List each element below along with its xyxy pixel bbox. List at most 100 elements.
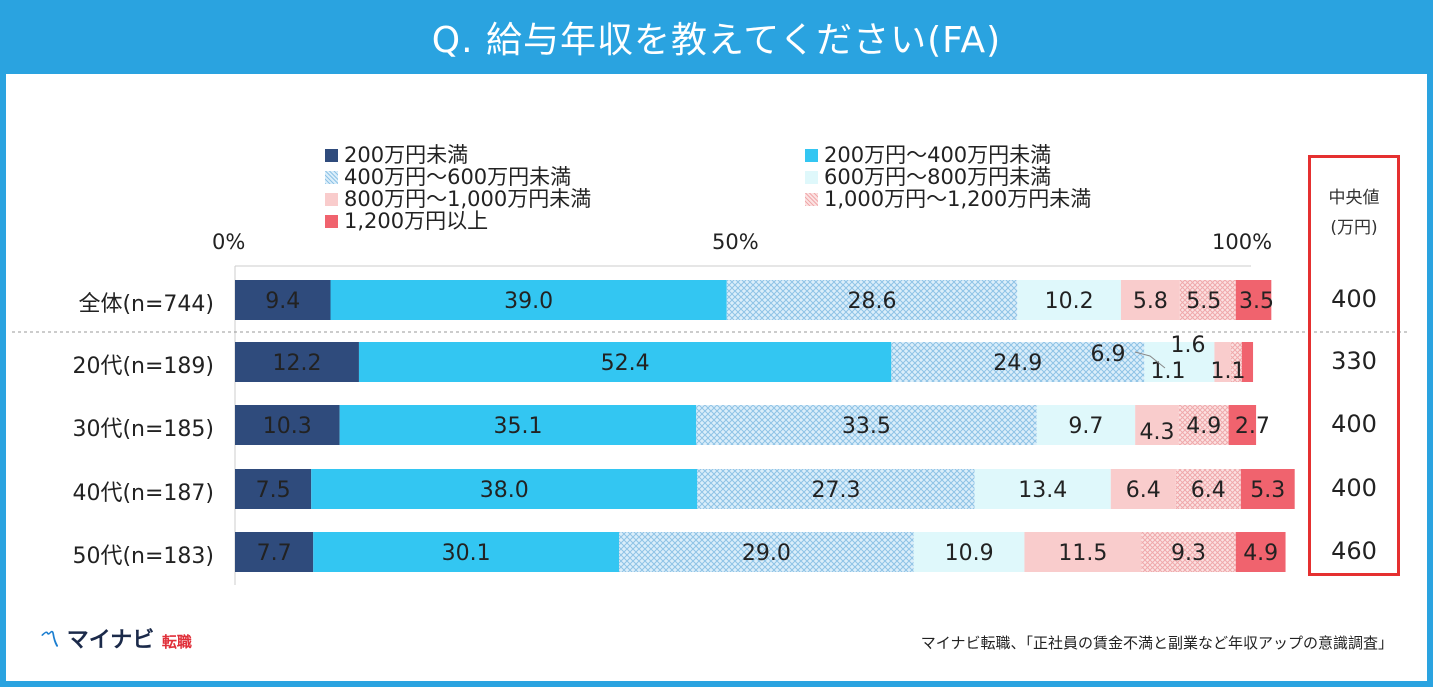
brand-sub: 転職 (161, 633, 192, 651)
data-label: 4.9 (1186, 414, 1221, 439)
data-label: 5.3 (1250, 478, 1285, 503)
bar-segment (1240, 469, 1295, 509)
bar-segment (1179, 280, 1236, 320)
x-tick-100: 100% (1212, 230, 1273, 254)
legend: 200万円未満 200万円～400万円未満 400万円～600万円未満 600万円～8… (325, 144, 1225, 254)
bar-segment (235, 405, 340, 445)
legend-label: 600万円～800万円未満 (824, 165, 1052, 189)
bar-segment (1144, 342, 1215, 382)
legend-label: 800万円～1,000万円未満 (344, 187, 592, 211)
bar-segment (913, 532, 1025, 572)
data-label: 7.5 (256, 478, 291, 503)
source-note: マイナビ転職、「正社員の賃金不満と副業など年収アップの意識調査」 (920, 634, 1393, 652)
data-label: 35.1 (494, 414, 543, 439)
bar-segment (1235, 280, 1272, 320)
data-label: 13.4 (1018, 478, 1067, 503)
median-value: 400 (1331, 474, 1377, 502)
data-label: 52.4 (601, 351, 650, 376)
bar-segment (619, 532, 914, 572)
brand-mark-icon: 〽 (37, 628, 60, 653)
median-value: 460 (1331, 537, 1377, 565)
legend-label: 1,000万円～1,200万円未満 (824, 187, 1092, 211)
data-label: 7.7 (257, 541, 292, 566)
bar-segment (1241, 342, 1254, 382)
data-label: 39.0 (504, 289, 553, 314)
row-label: 50代(n=183) (72, 544, 214, 569)
data-label: 5.5 (1186, 289, 1221, 314)
data-label: 3.5 (1239, 289, 1274, 314)
median-box (1308, 155, 1400, 576)
data-label: 11.5 (1058, 541, 1107, 566)
bar-segment (1214, 342, 1231, 382)
data-label: 27.3 (812, 478, 861, 503)
bar-segment (726, 280, 1018, 320)
bar-segment (974, 469, 1111, 509)
leader-line (1134, 351, 1166, 369)
legend-item: 1,000万円～1,200万円未満 (805, 188, 1091, 210)
data-label: 1.1 (1151, 359, 1186, 384)
bar-segment (1230, 342, 1242, 382)
data-label: 30.1 (442, 541, 491, 566)
bar-segment (313, 532, 620, 572)
legend-label: 200万円～400万円未満 (824, 143, 1052, 167)
data-label: 6.4 (1191, 478, 1226, 503)
median-unit: (万円) (1330, 218, 1378, 238)
data-label: 33.5 (842, 414, 891, 439)
chart-title: Q. 給与年収を教えてください(FA) (0, 0, 1433, 74)
bar-segment (339, 405, 697, 445)
legend-item: 600万円～800万円未満 (805, 166, 1051, 188)
legend-label: 200万円未満 (344, 143, 469, 167)
bar-segment (1120, 280, 1180, 320)
data-label: 12.2 (273, 351, 322, 376)
bar-segment (311, 469, 698, 509)
bar-segment (235, 342, 359, 382)
data-label: 9.4 (265, 289, 300, 314)
data-label: 6.4 (1126, 478, 1161, 503)
data-label: 29.0 (742, 541, 791, 566)
bar-segment (1228, 405, 1257, 445)
data-label: 1.1 (1211, 359, 1246, 384)
data-label: 4.3 (1140, 420, 1175, 445)
data-label: 38.0 (480, 478, 529, 503)
data-label: 24.9 (993, 351, 1042, 376)
legend-swatch (325, 193, 338, 206)
x-tick-0: 0% (212, 230, 246, 254)
legend-item: 200万円未満 (325, 144, 468, 166)
legend-swatch (805, 193, 818, 206)
brand-logo: 〽 マイナビ 転職 (37, 622, 192, 654)
row-label: 20代(n=189) (72, 354, 214, 379)
legend-item: 400万円～600万円未満 (325, 166, 571, 188)
legend-swatch (805, 171, 818, 184)
row-label: 全体(n=744) (78, 292, 214, 317)
data-label: 6.9 (1091, 342, 1126, 367)
bar-segment (235, 280, 331, 320)
median-value: 330 (1331, 347, 1377, 375)
data-label: 10.3 (263, 414, 312, 439)
bar-segment (1110, 469, 1176, 509)
bar-segment (235, 469, 312, 509)
legend-swatch (325, 215, 338, 228)
legend-swatch (325, 149, 338, 162)
legend-swatch (805, 149, 818, 162)
bar-segment (696, 405, 1037, 445)
legend-item: 800万円～1,000万円未満 (325, 188, 591, 210)
row-label: 30代(n=185) (72, 417, 214, 442)
brand-name: マイナビ (66, 628, 155, 653)
legend-label: 400万円～600万円未満 (344, 165, 572, 189)
data-label: 9.3 (1171, 541, 1206, 566)
bar-segment (1024, 532, 1142, 572)
median-value: 400 (1331, 285, 1377, 313)
median-value: 400 (1331, 410, 1377, 438)
bar-segment (235, 532, 314, 572)
data-label: 9.7 (1068, 414, 1103, 439)
data-label: 10.2 (1045, 289, 1094, 314)
data-label: 2.7 (1235, 414, 1270, 439)
legend-item: 1,200万円以上 (325, 210, 488, 232)
bar-segment (1235, 532, 1286, 572)
bar-segment (1135, 405, 1179, 445)
bar-segment (1178, 405, 1229, 445)
x-tick-50: 50% (712, 230, 759, 254)
bar-segment (330, 280, 727, 320)
bar-segment (1036, 405, 1136, 445)
row-label: 40代(n=187) (72, 481, 214, 506)
